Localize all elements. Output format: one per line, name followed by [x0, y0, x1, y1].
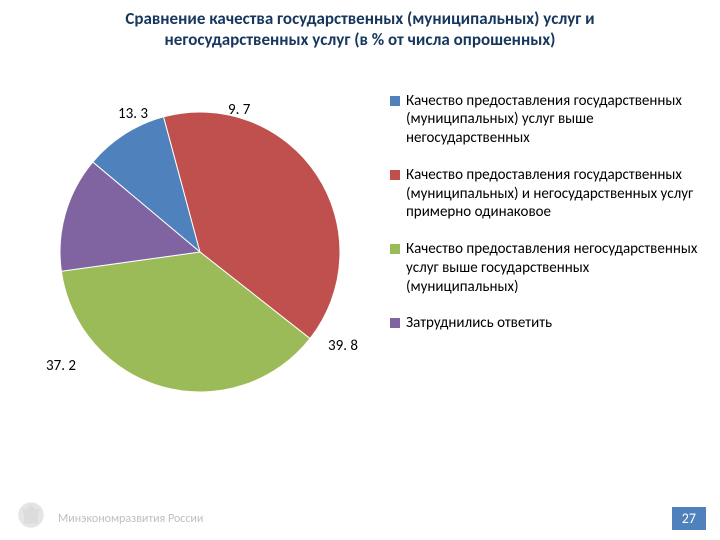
legend: Качество предоставления государственных …: [390, 57, 700, 457]
emblem-icon: [14, 498, 48, 532]
legend-swatch-3: [390, 318, 400, 328]
legend-swatch-2: [390, 244, 400, 254]
legend-item-2: Качество предоставления негосударственны…: [390, 240, 700, 296]
pie-wrap: [60, 112, 340, 392]
slice-label-1: 39. 8: [328, 337, 358, 355]
footer: Минэкономразвития России 27: [0, 504, 720, 532]
legend-item-3: Затруднились ответить: [390, 314, 700, 333]
slice-label-2: 37. 2: [46, 357, 76, 375]
slice-label-3: 13. 3: [118, 105, 148, 123]
title-line-1: Сравнение качества государственных (муни…: [125, 8, 594, 29]
legend-text-0: Качество предоставления государственных …: [406, 92, 700, 148]
legend-item-1: Качество предоставления государственных …: [390, 166, 700, 222]
ministry-label: Минэкономразвития России: [58, 512, 203, 526]
pie-svg: [60, 112, 340, 392]
legend-swatch-1: [390, 170, 400, 180]
content-row: 9. 7 39. 8 37. 2 13. 3 Качество предоста…: [0, 57, 720, 457]
title-line-2: негосударственных услуг (в % от числа оп…: [165, 29, 556, 50]
page-number-badge: 27: [672, 507, 706, 530]
slice-label-0: 9. 7: [228, 101, 250, 119]
legend-swatch-0: [390, 96, 400, 106]
pie-chart: 9. 7 39. 8 37. 2 13. 3: [10, 57, 390, 457]
legend-text-2: Качество предоставления негосударственны…: [406, 240, 700, 296]
legend-text-3: Затруднились ответить: [406, 314, 552, 333]
legend-text-1: Качество предоставления государственных …: [406, 166, 700, 222]
chart-title: Сравнение качества государственных (муни…: [0, 0, 720, 57]
legend-item-0: Качество предоставления государственных …: [390, 92, 700, 148]
